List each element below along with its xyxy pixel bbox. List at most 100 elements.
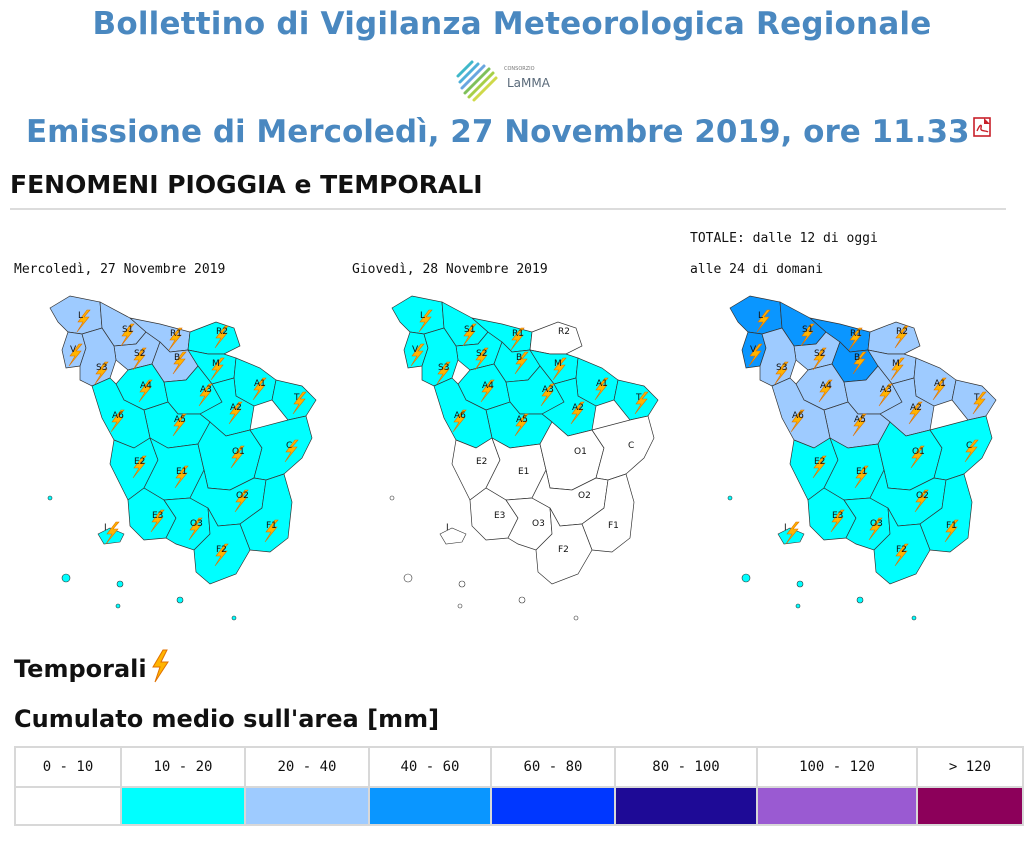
- zone-R2[interactable]: [529, 321, 583, 355]
- zone-label: R2: [896, 327, 908, 337]
- lightning-icon: [748, 343, 763, 367]
- map2-label: Giovedì, 28 Novembre 2019: [352, 262, 548, 277]
- zone-label: E2: [134, 457, 145, 467]
- lamma-logo: CONSORZIO LaMMA: [452, 56, 572, 106]
- zone-label: S2: [814, 349, 825, 359]
- zone-label: B: [516, 353, 522, 363]
- lightning-icon: [76, 309, 91, 333]
- lightning-icon: [214, 543, 229, 567]
- lightning-icon: [790, 409, 805, 433]
- zone-F2[interactable]: [193, 507, 251, 585]
- zone-label: L: [420, 311, 425, 321]
- legend-swatch: [244, 786, 370, 826]
- island: [389, 495, 395, 501]
- lightning-icon: [418, 309, 433, 333]
- zone-label: A1: [934, 379, 946, 389]
- zone-label: I: [784, 523, 787, 533]
- map3-zones: L V S1 S2 S3 R1 R2 B M A4 A3 A1 T A2 A5 A6 E2 E1 O1 C E3 O3 O2…: [727, 295, 997, 621]
- island: [573, 615, 579, 621]
- zone-F2[interactable]: [535, 507, 593, 585]
- lightning-icon: [188, 517, 203, 541]
- zone-label: V: [70, 345, 77, 355]
- zone-S3[interactable]: [759, 327, 797, 387]
- zone-label: A6: [454, 411, 466, 421]
- island: [457, 603, 463, 609]
- map1-zones: L V S1 S2 S3 R1 R2 B M A4 A3 A1 T A2 A5 A6 E2 E1 O1 C E3 O3 O2…: [47, 295, 317, 621]
- lightning-icon: [890, 357, 905, 381]
- zone-label: C: [286, 441, 292, 451]
- zone-label: E3: [152, 511, 163, 521]
- island: [911, 615, 917, 621]
- legend-class-label: 40 - 60: [368, 746, 492, 788]
- temporali-label: Temporali: [14, 655, 147, 683]
- lightning-icon: [514, 413, 529, 437]
- zone-F2[interactable]: [873, 507, 931, 585]
- lightning-icon: [894, 325, 909, 349]
- zone-label: O1: [232, 447, 245, 457]
- legend-class-label: 0 - 10: [14, 746, 122, 788]
- lightning-icon: [756, 309, 771, 333]
- legend-class-label: > 120: [916, 746, 1024, 788]
- zone-label: E1: [176, 467, 187, 477]
- lightning-icon: [150, 509, 165, 533]
- legend-swatch: [916, 786, 1024, 826]
- lightning-icon: [908, 401, 923, 425]
- island: [856, 596, 864, 604]
- lightning-icon: [151, 649, 169, 683]
- zone-R2[interactable]: [187, 321, 241, 355]
- zone-L[interactable]: [391, 295, 445, 335]
- zone-R2[interactable]: [867, 321, 921, 355]
- lightning-icon: [594, 377, 609, 401]
- zone-label: A3: [542, 385, 554, 395]
- island: [116, 580, 124, 588]
- zone-label: M: [554, 359, 562, 369]
- lightning-icon: [110, 409, 125, 433]
- zone-label: T: [973, 393, 980, 403]
- zone-label: O2: [578, 491, 591, 501]
- zone-C[interactable]: [249, 415, 313, 481]
- zone-label: C: [966, 441, 972, 451]
- legend-swatch: [14, 786, 122, 826]
- zone-label: S3: [438, 363, 449, 373]
- legend-class-label: 100 - 120: [756, 746, 918, 788]
- zone-label: A5: [516, 415, 528, 425]
- zone-label: O1: [912, 447, 925, 457]
- legend-swatch: [120, 786, 246, 826]
- zone-C[interactable]: [929, 415, 993, 481]
- zone-label: O3: [190, 519, 203, 529]
- zone-label: S1: [464, 325, 475, 335]
- lightning-icon: [785, 521, 800, 545]
- lightning-icon: [818, 379, 833, 403]
- temporali-legend: Temporali: [14, 649, 171, 683]
- lightning-icon: [878, 383, 893, 407]
- lightning-icon: [964, 439, 979, 463]
- zone-C[interactable]: [591, 415, 655, 481]
- pdf-icon[interactable]: [972, 116, 994, 138]
- zone-L[interactable]: [729, 295, 783, 335]
- zone-label: T: [635, 393, 642, 403]
- zone-label: O2: [916, 491, 929, 501]
- section-divider: [10, 208, 1006, 210]
- zone-label: B: [174, 353, 180, 363]
- zone-label: R1: [850, 329, 862, 339]
- logo-consorzio-text: CONSORZIO: [504, 66, 535, 72]
- lightning-icon: [570, 401, 585, 425]
- map-totale: L V S1 S2 S3 R1 R2 B M A4 A3 A1 T A2 A5 A6 E2 E1 O1 C E3 O3 O2…: [727, 295, 997, 621]
- zone-L[interactable]: [49, 295, 103, 335]
- lightning-icon: [474, 347, 489, 371]
- zone-label: A4: [482, 381, 494, 391]
- zone-label: A2: [230, 403, 242, 413]
- zone-label: F2: [558, 545, 569, 555]
- zone-label: S1: [802, 325, 813, 335]
- zone-S3[interactable]: [421, 327, 459, 387]
- zone-label: R2: [216, 327, 228, 337]
- zone-label: A1: [254, 379, 266, 389]
- legend-swatch: [756, 786, 918, 826]
- lightning-icon: [210, 357, 225, 381]
- zone-label: M: [212, 359, 220, 369]
- zone-label: R1: [170, 329, 182, 339]
- lightning-icon: [868, 517, 883, 541]
- lightning-icon: [510, 327, 525, 351]
- zone-label: T: [293, 393, 300, 403]
- zone-S3[interactable]: [79, 327, 117, 387]
